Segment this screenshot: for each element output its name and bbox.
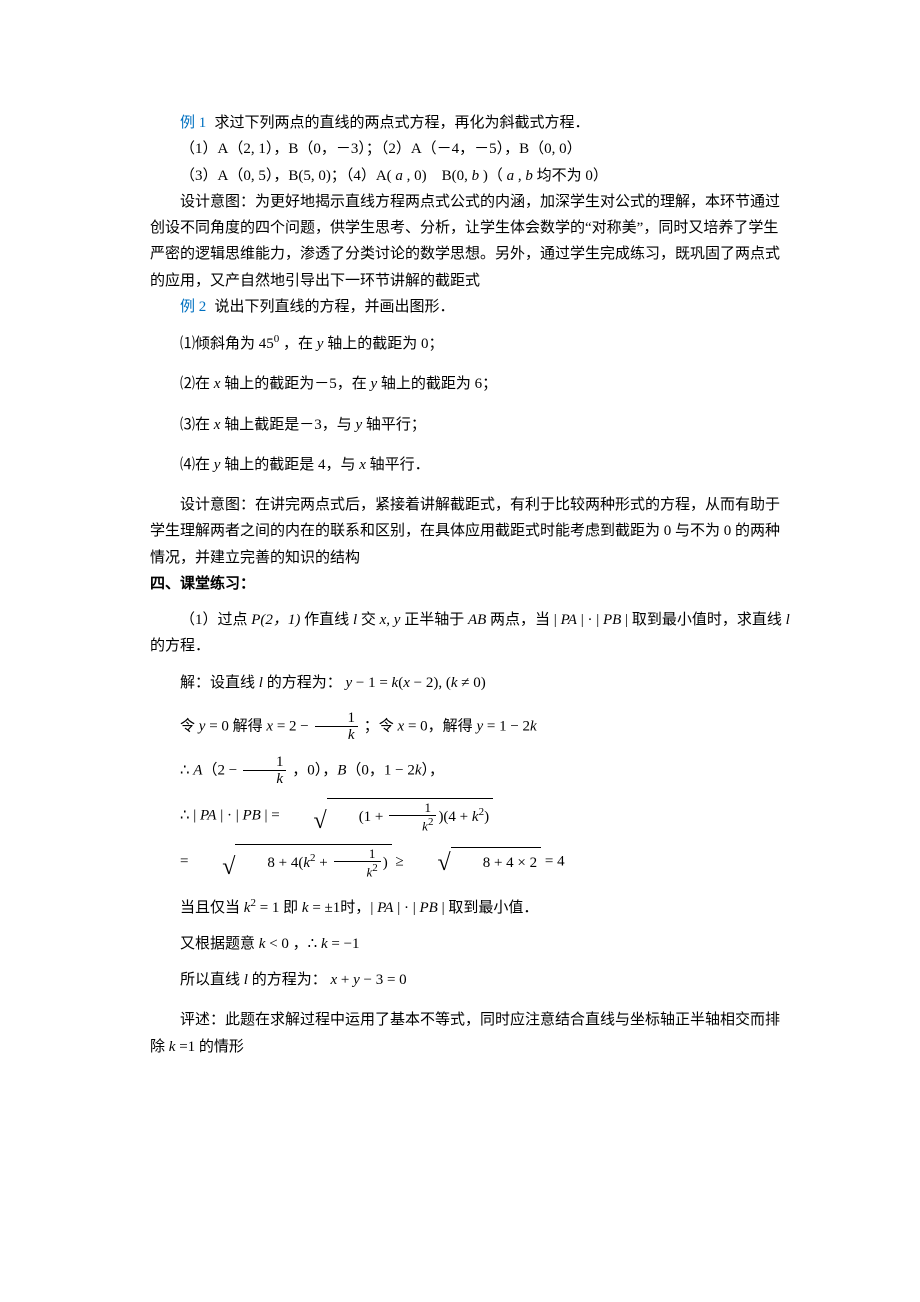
example-2-item-1: ⑴倾斜角为 450 ，在 y 轴上的截距为 0； [150, 330, 790, 357]
s8-l: l [244, 972, 252, 988]
s1-mid: 的方程为： [267, 675, 342, 691]
exercise-question: （1）过点 P(2，1) 作直线 l 交 x, y 正半轴于 AB 两点，当 |… [150, 607, 790, 660]
fraction-1-over-k-2: 1k [243, 754, 287, 788]
example-1-text: 求过下列两点的直线的两点式方程，再化为斜截式方程． [215, 115, 590, 131]
q-xy: x, y [380, 612, 405, 628]
solution-line-8: 所以直线 l 的方程为： x + y − 3 = 0 [150, 967, 790, 993]
q-mid4: 两点，当 | [490, 612, 561, 628]
example-1-label: 例 1 [180, 115, 206, 131]
fraction-1-over-k-1: 1k [315, 710, 359, 744]
q-point: P(2，1) [251, 612, 304, 628]
solution-line-3: ∴ A（2 − 1k ，0），B（0，1 − 2k）， [150, 754, 790, 788]
solution-line-7: 又根据题意 k < 0 ，∴ k = −1 [150, 931, 790, 957]
sqrt-expr-1: √ (1 + 1k2)(4 + k2) [284, 798, 494, 834]
example-2-label: 例 2 [180, 299, 206, 315]
solution-line-2: 令 y = 0 解得 x = 2 − 1k ；令 x = 0，解得 y = 1 … [150, 710, 790, 744]
example-2-text: 说出下列直线的方程，并画出图形． [215, 299, 455, 315]
solution-line-4: ∴ | PA | · | PB | = √ (1 + 1k2)(4 + k2) [150, 798, 790, 834]
q-PB: PB [603, 612, 621, 628]
example-2: 例 2 说出下列直线的方程，并画出图形． [150, 294, 790, 320]
remark-b: =1 的情形 [179, 1039, 244, 1055]
example-2-item-2: ⑵在 x 轴上的截距为－5，在 y 轴上的截距为 6； [150, 371, 790, 397]
q-l2: l [786, 612, 790, 628]
sqrt-expr-3: √ 8 + 4 × 2 [408, 847, 542, 876]
q-PA: PA [561, 612, 577, 628]
q-mid2: 交 [361, 612, 380, 628]
example-1-item-2: （3）A（0, 5），B(5, 0)；（4）A( a , 0) B(0, b )… [150, 163, 790, 189]
example-2-item-3: ⑶在 x 轴上截距是－3，与 y 轴平行； [150, 412, 790, 438]
q-mid5: | · | [577, 612, 603, 628]
remark-a: 评述：此题在求解过程中运用了基本不等式，同时应注意结合直线与坐标轴正半轴相交而排… [150, 1012, 780, 1054]
s1-prefix: 解：设直线 [180, 675, 259, 691]
q-mid6: | 取到最小值时，求直线 [621, 612, 785, 628]
q-l: l [353, 612, 361, 628]
example-2-item-4: ⑷在 y 轴上的截距是 4，与 x 轴平行． [150, 452, 790, 478]
section-4-title: 四、课堂练习： [150, 571, 790, 597]
q-end: 的方程． [150, 638, 210, 654]
s8-b: 的方程为： [252, 972, 327, 988]
solution-line-6: 当且仅当 k2 = 1 即 k = ±1时，| PA | · | PB | 取到… [150, 894, 790, 921]
remark: 评述：此题在求解过程中运用了基本不等式，同时应注意结合直线与坐标轴正半轴相交而排… [150, 1007, 790, 1060]
q-mid3: 正半轴于 [404, 612, 468, 628]
design-intent-2: 设计意图：在讲完两点式后，紧接着讲解截距式，有利于比较两种形式的方程，从而有助于… [150, 492, 790, 571]
q-prefix: （1）过点 [180, 612, 251, 628]
design-intent-1: 设计意图：为更好地揭示直线方程两点式公式的内涵，加深学生对公式的理解，本环节通过… [150, 189, 790, 294]
example-1: 例 1 求过下列两点的直线的两点式方程，再化为斜截式方程． [150, 110, 790, 136]
solution-line-1: 解：设直线 l 的方程为： y − 1 = k(x − 2), (k ≠ 0) [150, 670, 790, 696]
s8-a: 所以直线 [180, 972, 244, 988]
solution-line-5: = √ 8 + 4(k2 + 1k2) ≥ √ 8 + 4 × 2 = 4 [150, 844, 790, 880]
remark-k: k [169, 1039, 179, 1055]
example-1-item-1: （1）A（2, 1），B（0，－3）；（2）A（－4，－5），B（0, 0） [150, 136, 790, 162]
q-AB: AB [468, 612, 490, 628]
document-page: 例 1 求过下列两点的直线的两点式方程，再化为斜截式方程． （1）A（2, 1）… [0, 0, 920, 1302]
s1-l: l [259, 675, 267, 691]
sqrt-expr-2: √ 8 + 4(k2 + 1k2) [192, 844, 392, 880]
q-mid1: 作直线 [304, 612, 353, 628]
